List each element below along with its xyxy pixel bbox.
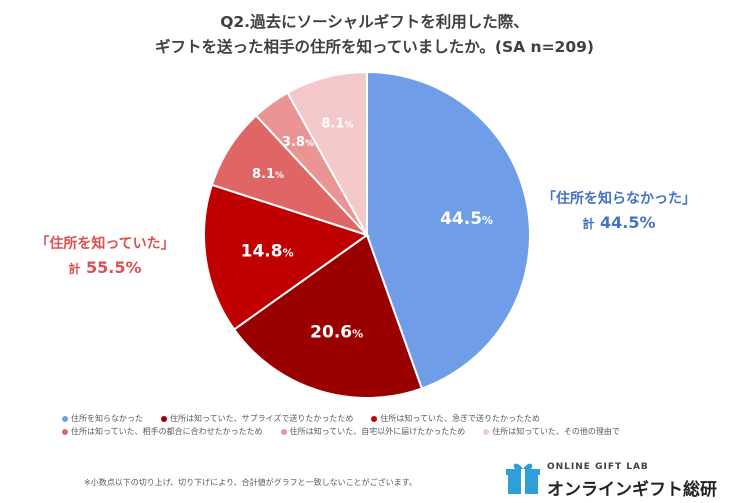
legend-label: 住所は知っていた、サプライズで送りたかったため — [170, 414, 354, 423]
legend-swatch — [161, 415, 167, 422]
pie-slice-label-6: 8.1% — [321, 116, 353, 131]
pie-slice-3 — [203, 183, 370, 331]
pie-slice-label-2: 20.6% — [310, 322, 363, 342]
brand-en: ONLINE GIFT LAB — [547, 462, 649, 472]
chart-title: Q2.過去にソーシャルギフトを利用した際、 ギフトを送った相手の住所を知っていま… — [0, 10, 749, 60]
legend-item: 住所は知っていた、その他の理由で — [483, 425, 620, 438]
legend-item: 住所は知っていた、相手の都合に合わせたかったため — [62, 425, 263, 438]
callout-known-total: 「住所を知っていた」 計 55.5% — [20, 233, 190, 282]
legend-swatch — [280, 428, 287, 435]
callout-unknown-label: 「住所を知らなかった」 — [542, 191, 696, 207]
callout-unknown-kei: 計 — [582, 217, 595, 231]
legend-row: 住所は知っていた、相手の都合に合わせたかったため 住所は知っていた、自宅以外に届け… — [62, 425, 702, 438]
callout-unknown-value: 44.5% — [600, 213, 656, 232]
brand-logo: ONLINE GIFT LAB オンラインギフト総研 — [505, 458, 740, 500]
footnote: ※小数点以下の切り上げ、切り下げにより、合計値がグラフと一致しないことがございま… — [84, 478, 417, 487]
legend-item: 住所を知らなかった — [62, 412, 143, 425]
pie-slice-2 — [232, 233, 424, 399]
pie-slice-label-1: 44.5% — [440, 209, 493, 229]
callout-unknown-total: 「住所を知らなかった」 計 44.5% — [524, 188, 714, 237]
pie-slice-1 — [366, 70, 531, 390]
title-line-1: Q2.過去にソーシャルギフトを利用した際、 — [220, 13, 529, 31]
legend-row: 住所を知らなかった 住所は知っていた、サプライズで送りたかったため 住所は知っていた… — [62, 412, 702, 425]
pie-chart: 44.5% 20.6% 14.8% 8.1% 3.8% 8.1% — [203, 70, 531, 399]
legend-swatch — [483, 428, 490, 435]
legend-label: 住所は知っていた、その他の理由で — [492, 427, 620, 436]
legend-label: 住所は知っていた、相手の都合に合わせたかったため — [71, 427, 263, 436]
legend-swatch — [371, 415, 378, 422]
callout-known-label: 「住所を知っていた」 — [35, 236, 175, 252]
brand-jp: オンラインギフト総研 — [547, 480, 717, 500]
pie-slice-label-3: 14.8% — [241, 241, 294, 261]
legend-item: 住所は知っていた、急ぎで送りたかったため — [371, 412, 540, 425]
legend-swatch — [62, 415, 68, 422]
pie-slice-6 — [286, 70, 368, 239]
legend-label: 住所は知っていた、急ぎで送りたかったため — [380, 414, 540, 423]
title-line-2: ギフトを送った相手の住所を知っていましたか。(SA n=209) — [154, 38, 595, 56]
callout-known-kei: 計 — [68, 262, 81, 276]
pie-slice-label-4: 8.1% — [252, 167, 284, 182]
callout-known-value: 55.5% — [86, 258, 142, 277]
legend-swatch — [62, 428, 68, 435]
legend-item: 住所は知っていた、自宅以外に届けたかったため — [280, 425, 466, 438]
pie-slice-label-5: 3.8% — [282, 135, 314, 150]
gift-box-icon — [506, 463, 540, 494]
legend-item: 住所は知っていた、サプライズで送りたかったため — [161, 412, 353, 425]
legend-label: 住所は知っていた、自宅以外に届けたかったため — [289, 427, 466, 436]
legend: 住所を知らなかった 住所は知っていた、サプライズで送りたかったため 住所は知っていた… — [62, 412, 702, 438]
legend-label: 住所を知らなかった — [71, 414, 143, 423]
